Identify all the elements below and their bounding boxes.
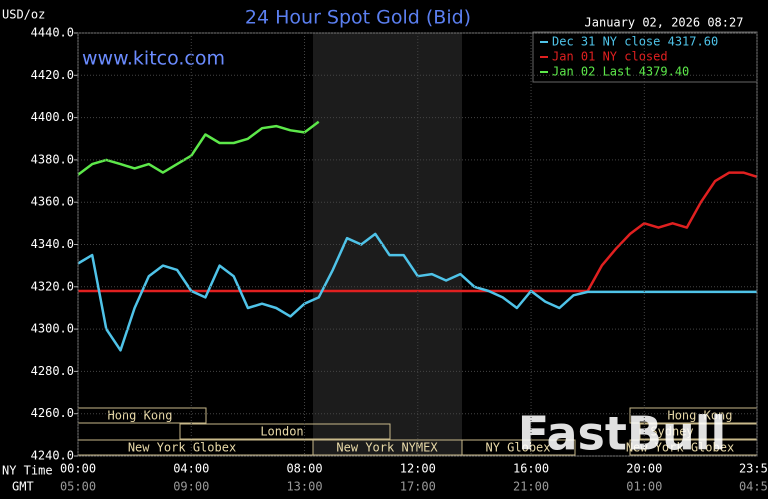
timestamp: January 02, 2026 08:27 — [585, 16, 744, 30]
gmt-label: GMT — [12, 480, 34, 494]
y-tick-label: 4420.0 — [31, 68, 74, 82]
legend-label: Dec 31 NY close 4317.60 — [552, 35, 718, 49]
x2-tick-label: 01:00 — [626, 480, 662, 494]
session-label: London — [260, 425, 303, 439]
y-tick-label: 4380.0 — [31, 152, 74, 166]
x2-tick-label: 21:00 — [513, 480, 549, 494]
y-tick-label: 4240.0 — [31, 449, 74, 463]
session-label: NY Globex — [485, 441, 550, 455]
session-label: New York NYMEX — [336, 441, 438, 455]
y-axis-label: USD/oz — [2, 8, 45, 22]
series-line — [77, 120, 320, 176]
legend-box — [532, 31, 758, 83]
x2-tick-label: 04:59 — [739, 480, 768, 494]
x2-tick-label: 17:00 — [400, 480, 436, 494]
session-label: New York Globex — [128, 441, 236, 455]
watermark: FastBull — [518, 407, 726, 461]
site-url: www.kitco.com — [82, 48, 225, 70]
y-tick-label: 4260.0 — [31, 406, 74, 420]
x2-tick-label: 09:00 — [173, 480, 209, 494]
legend-label: Jan 01 NY closed — [552, 50, 668, 64]
x-tick-label: 12:00 — [400, 462, 436, 476]
y-tick-label: 4320.0 — [31, 279, 74, 293]
x-tick-label: 20:00 — [626, 462, 662, 476]
x2-tick-label: 13:00 — [286, 480, 322, 494]
y-tick-label: 4280.0 — [31, 364, 74, 378]
chart-title: 24 Hour Spot Gold (Bid) — [245, 7, 471, 29]
x-tick-label: 04:00 — [173, 462, 209, 476]
sessions: Hong Kong London New York Globex New Yor… — [77, 407, 758, 456]
session-box — [179, 423, 391, 440]
session-label: Hong Kong — [107, 409, 172, 423]
y-tick-label: 4360.0 — [31, 195, 74, 209]
session-label: New York Globex — [626, 441, 734, 455]
x-tick-label: 23:59 — [739, 462, 768, 476]
y-tick-label: 4400.0 — [31, 110, 74, 124]
y-tick-label: 4340.0 — [31, 237, 74, 251]
legend-label: Jan 02 Last 4379.40 — [552, 65, 689, 79]
x-tick-label: 00:00 — [60, 462, 96, 476]
session-box — [461, 439, 576, 456]
y-tick-label: 4440.0 — [31, 26, 74, 40]
session-label: Hong Kong — [667, 409, 732, 423]
session-label: Sydney — [650, 425, 693, 439]
x-tick-label: 16:00 — [513, 462, 549, 476]
y-tick-label: 4300.0 — [31, 322, 74, 336]
x-tick-label: 08:00 — [286, 462, 322, 476]
x2-tick-label: 05:00 — [60, 480, 96, 494]
ny-time-label: NY Time — [2, 464, 53, 478]
